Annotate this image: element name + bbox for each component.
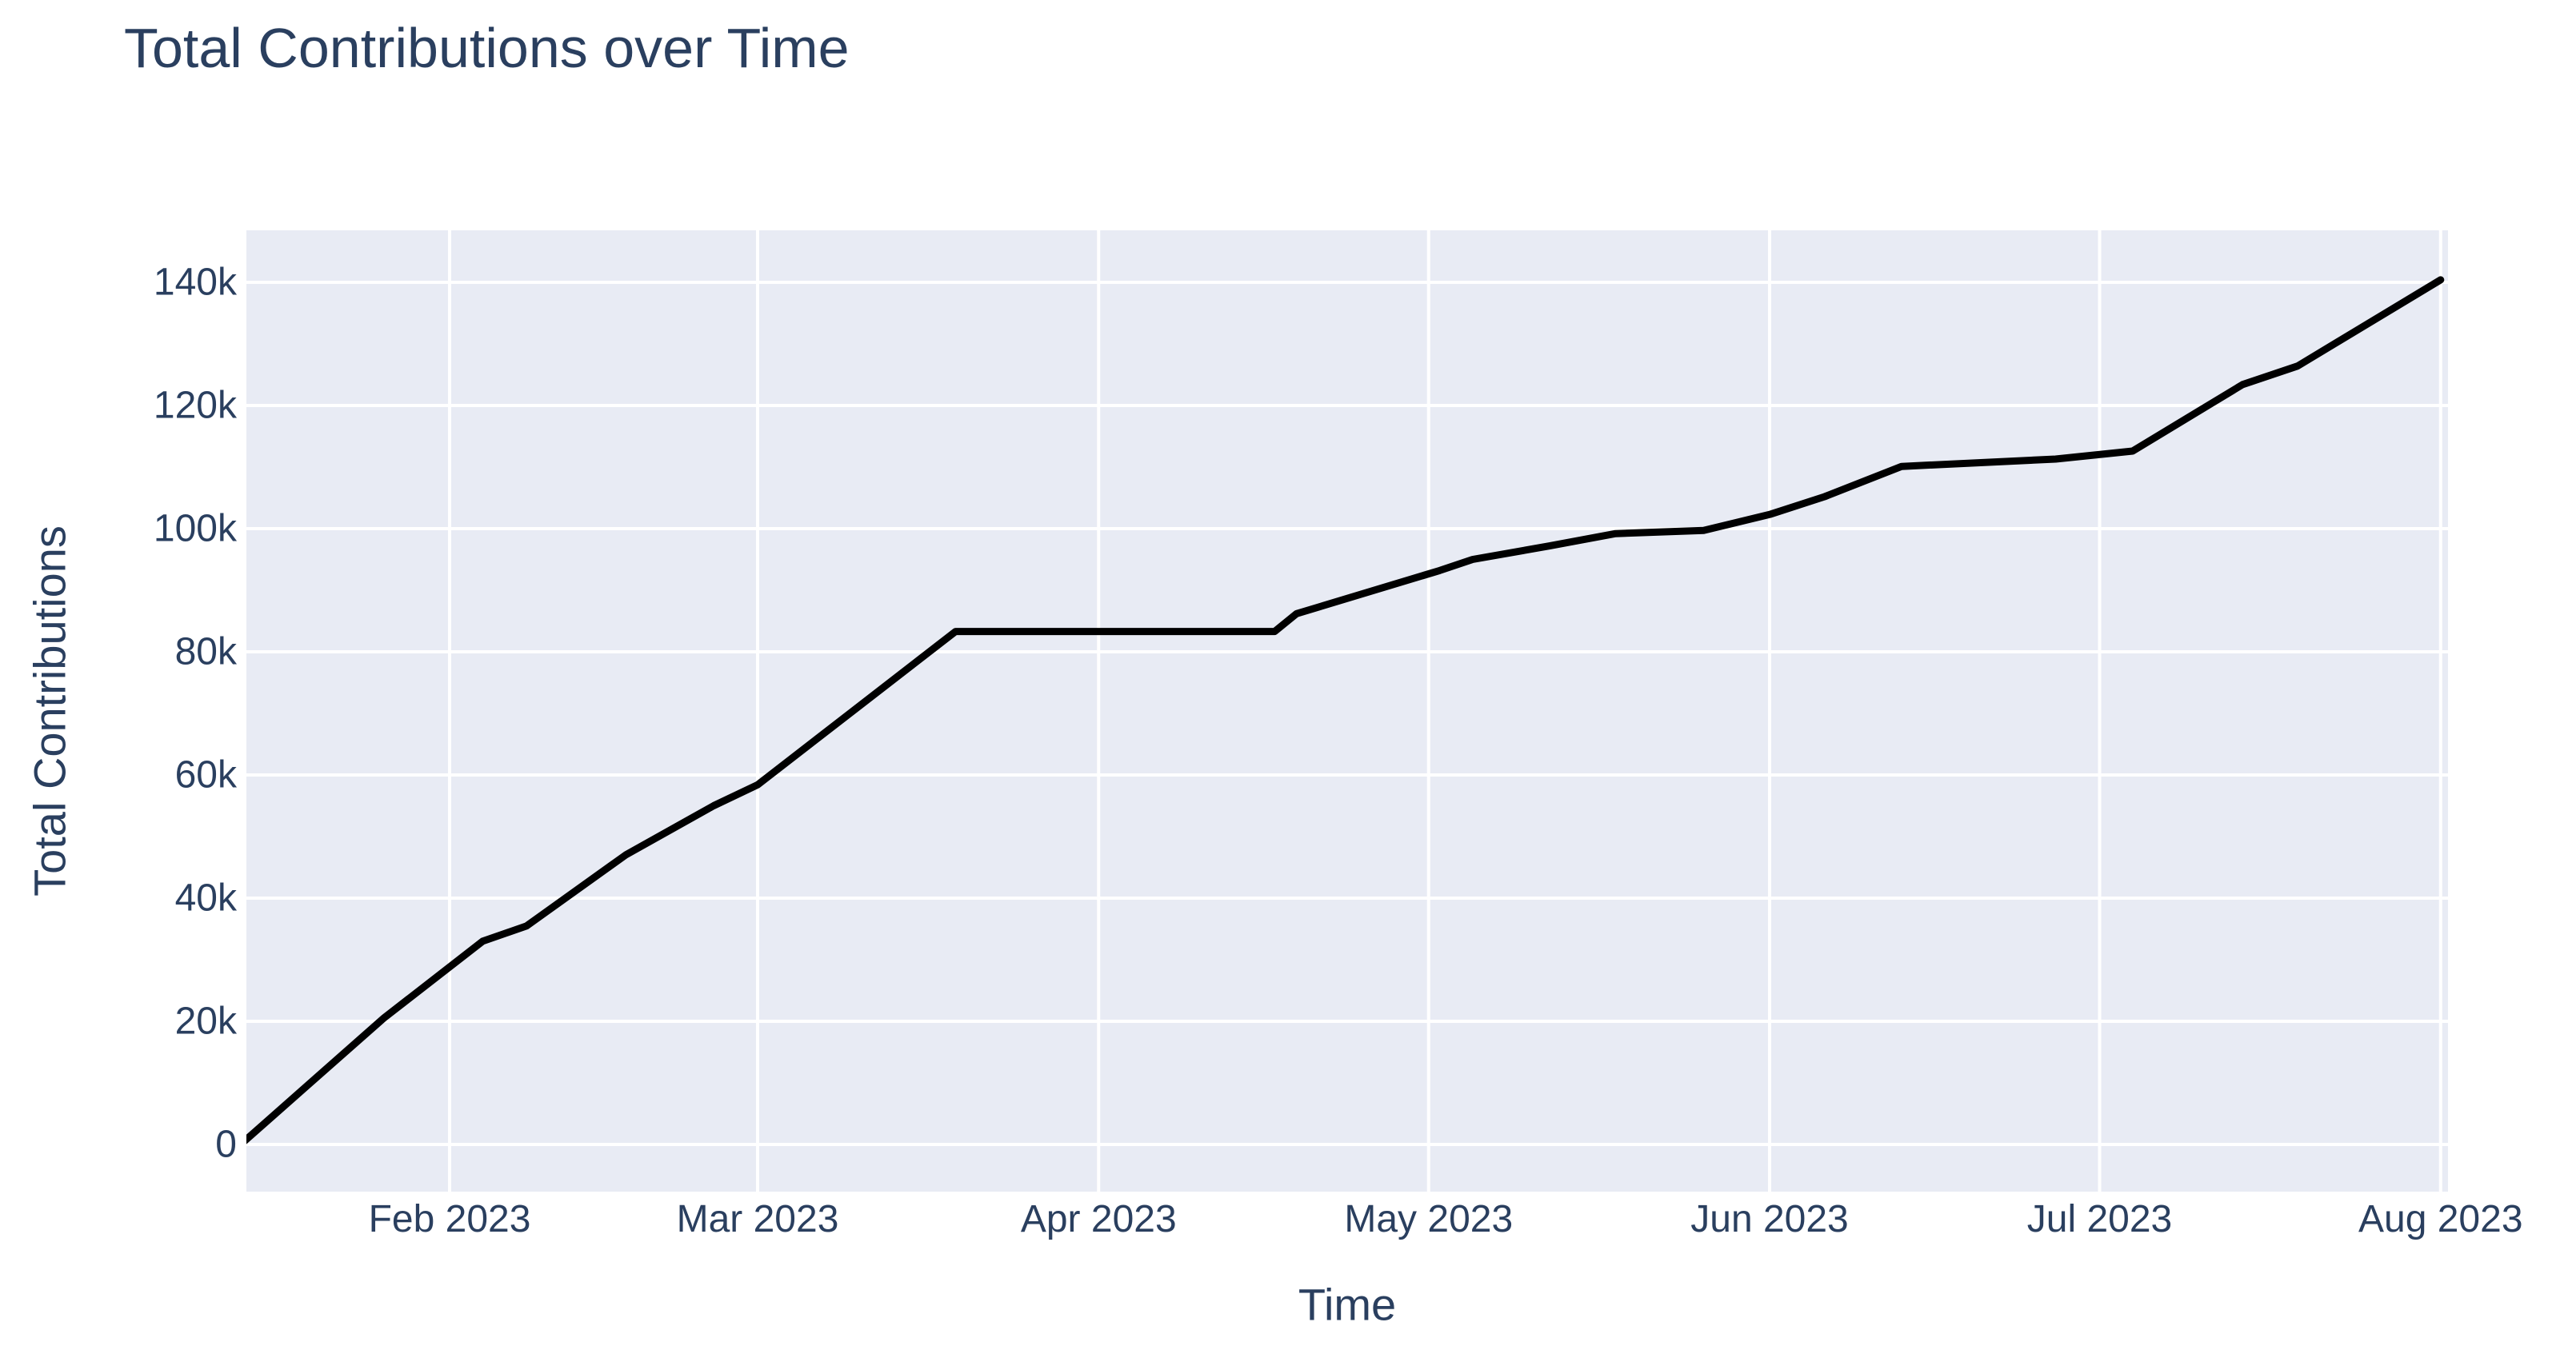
x-axis-title: Time [1298,1279,1397,1330]
x-tick-label: Jul 2023 [2026,1198,2173,1240]
y-tick-label: 140k [153,261,237,304]
series-line [246,276,2445,1144]
x-tick-label: May 2023 [1344,1198,1514,1240]
y-tick-label: 100k [153,507,237,550]
x-tick-label: Jun 2023 [1690,1198,1849,1240]
grid-lines [246,230,2448,1192]
y-tick-label: 80k [174,630,237,673]
y-tick-label: 60k [174,753,237,797]
x-tick-label: Aug 2023 [2358,1198,2523,1240]
plot-background [246,230,2448,1192]
y-axis-title: Total Contributions [24,525,75,897]
chart-title: Total Contributions over Time [124,17,850,79]
y-tick-label: 40k [174,877,237,920]
x-tick-label: Feb 2023 [368,1198,531,1240]
y-tick-label: 120k [153,384,237,427]
x-tick-label: Apr 2023 [1020,1198,1177,1240]
y-tick-label: 0 [215,1123,237,1166]
x-tick-label: Mar 2023 [676,1198,839,1240]
y-tick-label: 20k [174,1000,237,1043]
